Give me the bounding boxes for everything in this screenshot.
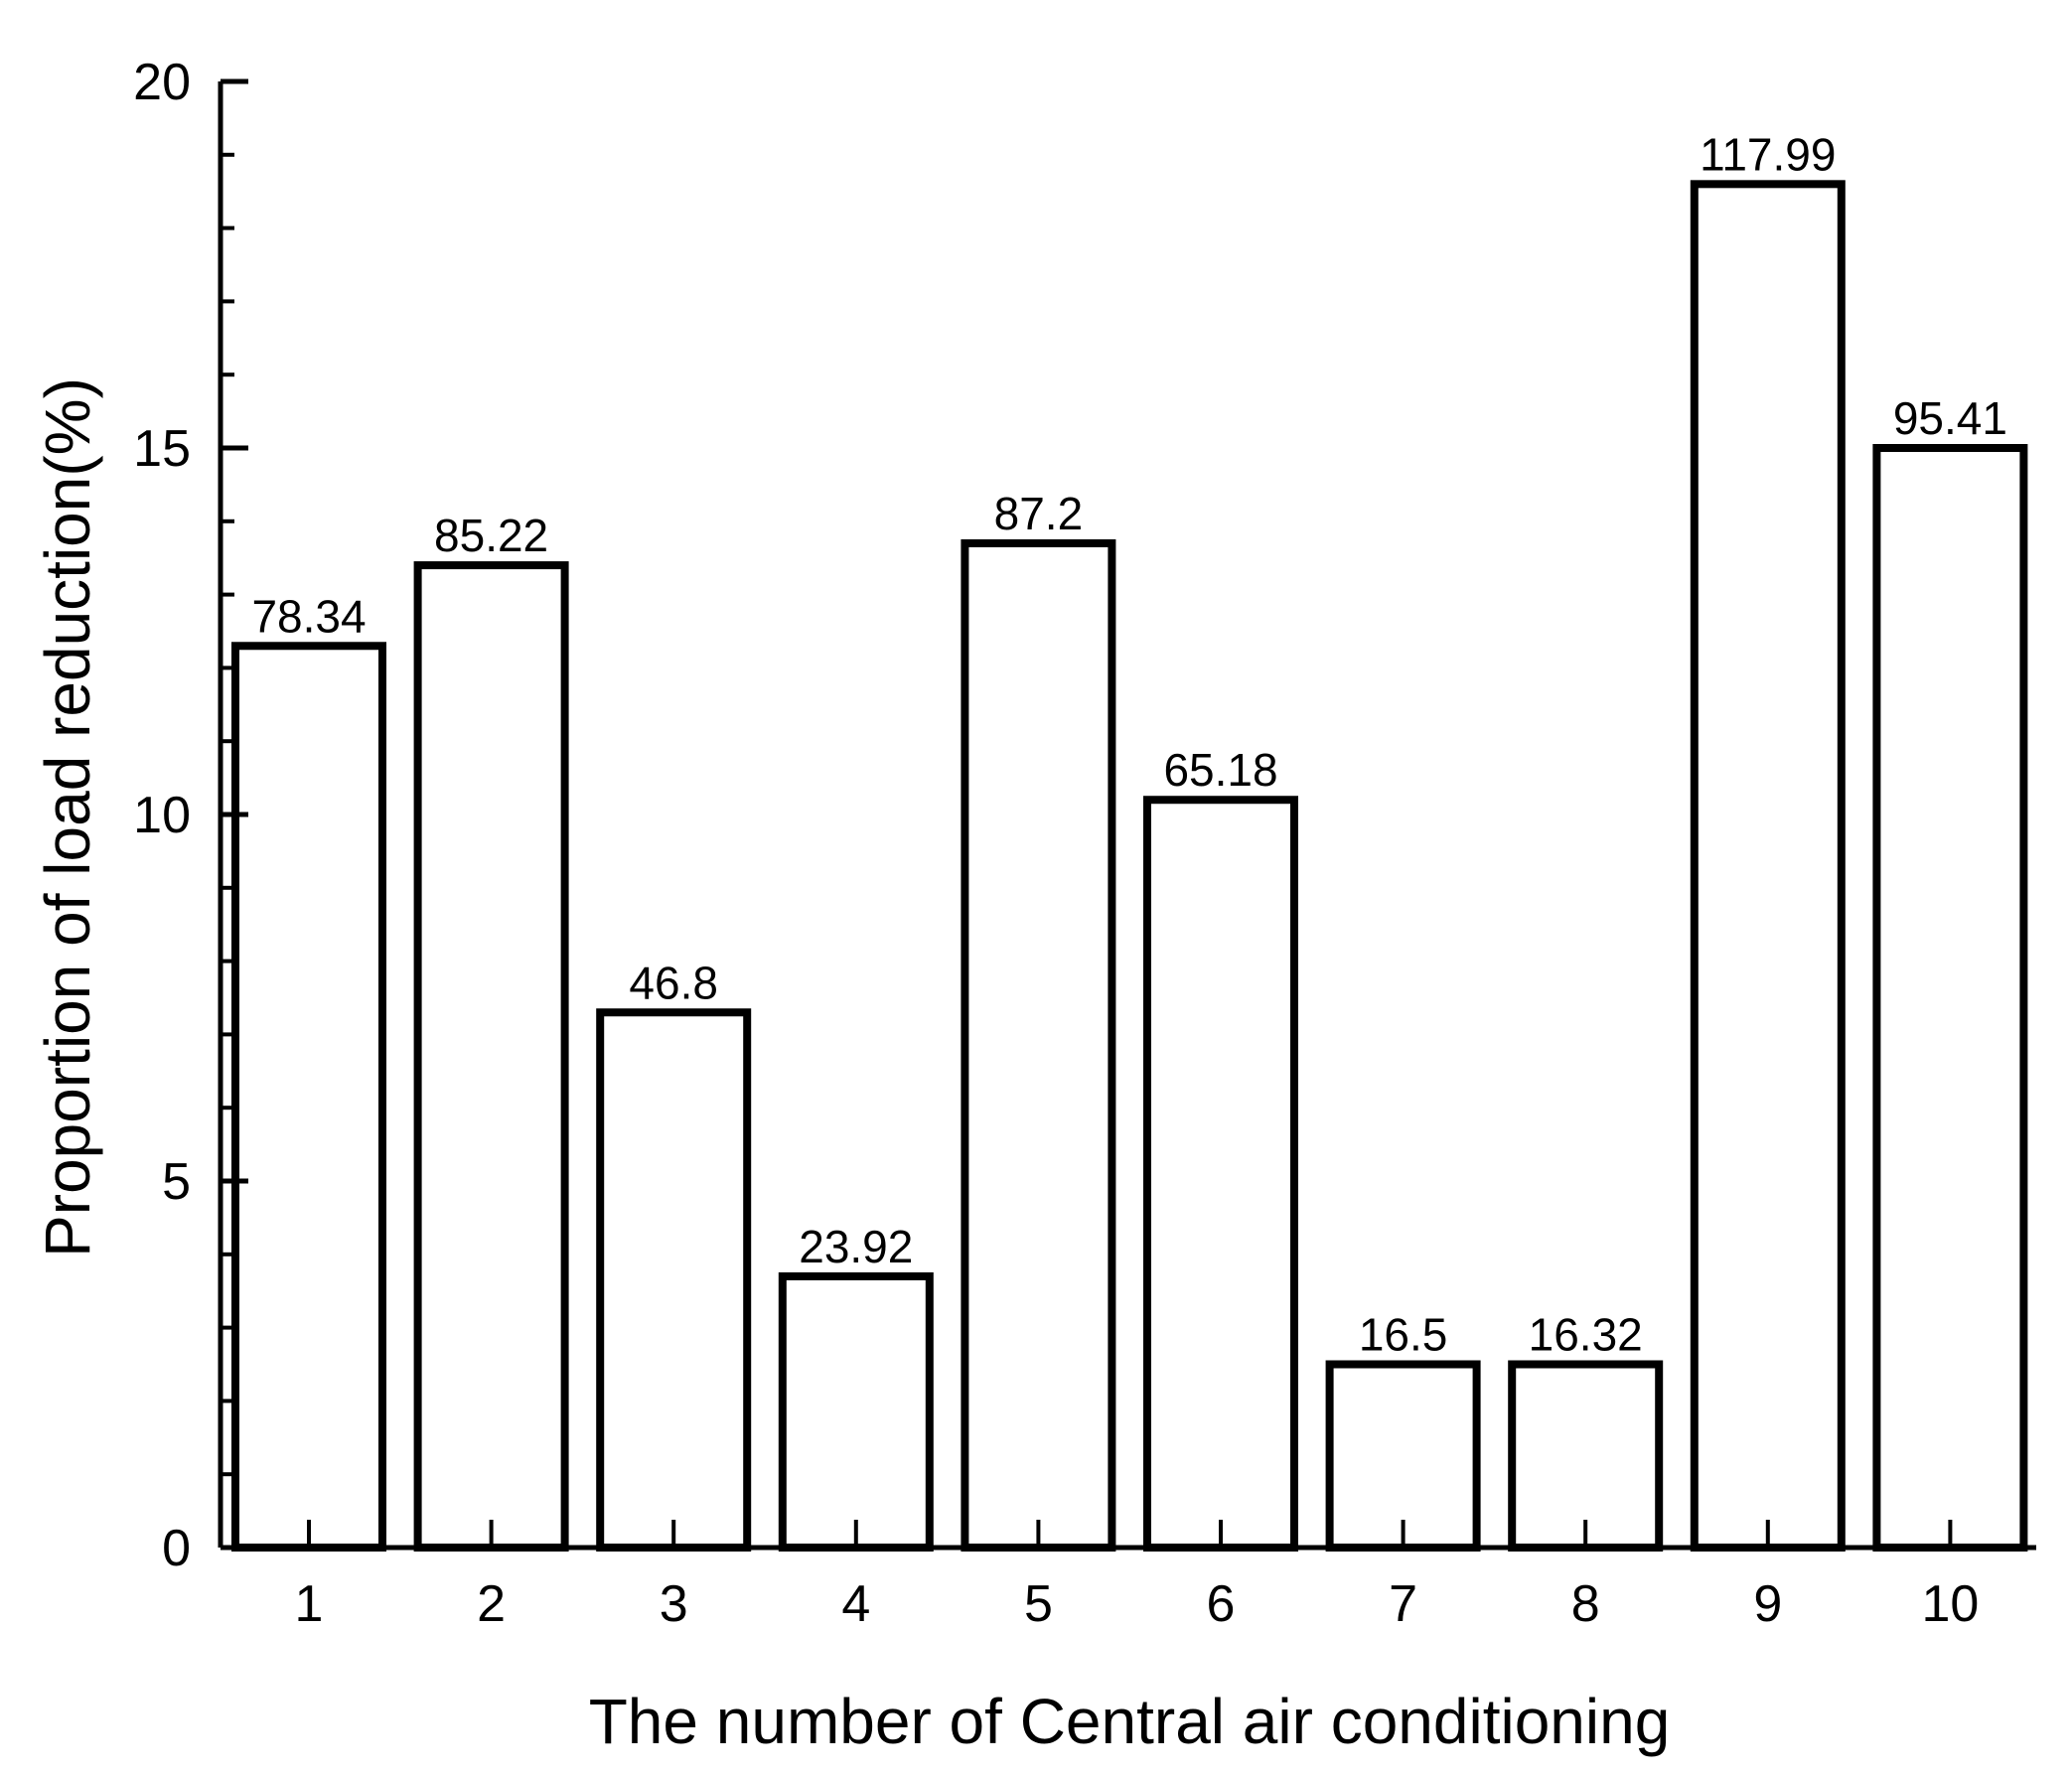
x-tick-label: 2: [477, 1575, 506, 1633]
y-tick-label: 20: [133, 54, 191, 111]
bar: [778, 1271, 934, 1552]
labels-layer: 78.34 85.22 46.8 23.92 87.2 65.18 16.5 16.32 117…: [133, 54, 2007, 1633]
x-tick-label: 8: [1571, 1575, 1600, 1633]
data-label: 46.8: [629, 957, 718, 1008]
data-label: 95.41: [1893, 392, 2007, 444]
x-tick-label: 4: [841, 1575, 870, 1633]
bar: [1690, 180, 1846, 1553]
y-tick-label: 10: [133, 787, 191, 844]
x-tick-label: 5: [1024, 1575, 1053, 1633]
data-label: 16.5: [1359, 1309, 1448, 1361]
data-label: 23.92: [799, 1221, 913, 1272]
bar: [1143, 796, 1298, 1552]
bar: [961, 538, 1116, 1552]
y-tick-label: 0: [162, 1520, 191, 1577]
data-label: 117.99: [1700, 128, 1836, 180]
x-tick-label: 1: [295, 1575, 324, 1633]
y-axis-title: Proportion of load reduction(%): [32, 377, 103, 1258]
x-tick-label: 6: [1207, 1575, 1236, 1633]
y-tick-label: 15: [133, 420, 191, 478]
data-label: 87.2: [994, 488, 1084, 539]
y-tick-label: 5: [162, 1153, 191, 1211]
bar: [596, 1008, 752, 1552]
x-tick-label: 7: [1389, 1575, 1417, 1633]
data-label: 16.32: [1529, 1309, 1643, 1361]
x-tick-label: 9: [1753, 1575, 1782, 1633]
x-tick-label: 10: [1921, 1575, 1979, 1633]
bar: [231, 642, 386, 1552]
bars-layer: [231, 180, 2028, 1553]
axes-layer: [218, 78, 2036, 1551]
data-label: 65.18: [1163, 744, 1277, 796]
x-tick-label: 3: [660, 1575, 688, 1633]
bar: [1872, 444, 2028, 1552]
x-axis-title: The number of Central air conditioning: [589, 1686, 1671, 1757]
data-label: 78.34: [251, 590, 366, 642]
data-label: 85.22: [434, 510, 548, 561]
bar: [413, 561, 569, 1552]
